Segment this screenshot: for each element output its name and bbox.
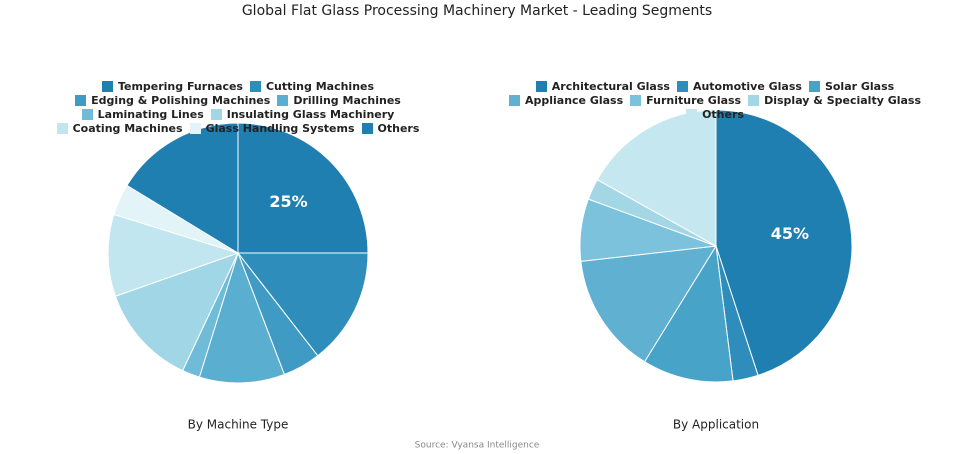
pie-slice (126, 122, 239, 254)
legend-label: Cutting Machines (265, 80, 375, 93)
legend-label: Appliance Glass (524, 94, 624, 107)
legend-label: Others (377, 122, 420, 135)
legend-swatch (676, 81, 688, 92)
legend-item: Solar Glass (808, 80, 895, 93)
chart-subtitle: By Application (673, 418, 759, 432)
legend-label: Architectural Glass (551, 80, 670, 93)
legend-swatch (808, 81, 820, 92)
legend-swatch (75, 95, 87, 106)
legend-item: Display & Specialty Glass (748, 94, 921, 107)
legend-label: Edging & Polishing Machines (91, 94, 271, 107)
legend-swatch (56, 123, 68, 134)
legend-item: Tempering Furnaces (101, 80, 243, 93)
data-label: 45% (771, 224, 809, 243)
legend-label: Insulating Glass Machinery (226, 108, 395, 121)
legend-item: Insulating Glass Machinery (210, 108, 395, 121)
legend-swatch (101, 81, 113, 92)
legend-swatch (277, 95, 289, 106)
legend-swatch (81, 109, 93, 120)
legend-label: Drilling Machines (293, 94, 401, 107)
legend-label: Laminating Lines (97, 108, 204, 121)
data-label: 25% (269, 192, 307, 211)
legend-item: Drilling Machines (277, 94, 401, 107)
pie-slice (236, 252, 369, 357)
legend: Architectural Glass Automotive Glass Solar… (490, 80, 940, 121)
legend-item: Coating Machines (56, 122, 183, 135)
legend-item: Appliance Glass (508, 94, 624, 107)
legend-item: Others (361, 122, 420, 135)
legend-label: Display & Specialty Glass (764, 94, 922, 107)
legend-item: Furniture Glass (630, 94, 741, 107)
legend: Tempering Furnaces Cutting Machines Edging… (18, 80, 458, 135)
legend-label: Coating Machines (72, 122, 183, 135)
pie-slice (596, 109, 717, 247)
legend-swatch (748, 95, 760, 106)
pie-slice (107, 213, 240, 297)
legend-swatch (630, 95, 642, 106)
legend-item: Automotive Glass (676, 80, 802, 93)
pie-slice (198, 251, 285, 384)
pie-slice (715, 109, 853, 376)
legend-swatch (189, 123, 201, 134)
chart-subtitle: By Machine Type (188, 418, 289, 432)
pie-slice (580, 245, 717, 363)
legend-swatch (535, 81, 547, 92)
legend-item: Edging & Polishing Machines (75, 94, 270, 107)
legend-item: Laminating Lines (81, 108, 204, 121)
legend-swatch (508, 95, 520, 106)
legend-swatch (210, 109, 222, 120)
chart-title: Global Flat Glass Processing Machinery M… (242, 3, 712, 19)
legend-label: Others (702, 108, 744, 121)
source: Source: Vyansa Intelligence (415, 441, 540, 451)
legend-item: Architectural Glass (535, 80, 670, 93)
legend-swatch (686, 109, 698, 120)
legend-item: Others (686, 108, 744, 121)
pie-slice (114, 252, 239, 372)
legend-label: Furniture Glass (646, 94, 742, 107)
pie-slice (643, 244, 734, 383)
legend-item: Glass Handling Systems (189, 122, 355, 135)
legend-swatch (249, 81, 261, 92)
legend-label: Tempering Furnaces (117, 80, 243, 93)
legend-label: Automotive Glass (692, 80, 802, 93)
pie-slice (237, 122, 369, 254)
legend-label: Glass Handling Systems (205, 122, 355, 135)
legend-item: Cutting Machines (249, 80, 375, 93)
legend-swatch (361, 123, 373, 134)
legend-label: Solar Glass (824, 80, 895, 93)
